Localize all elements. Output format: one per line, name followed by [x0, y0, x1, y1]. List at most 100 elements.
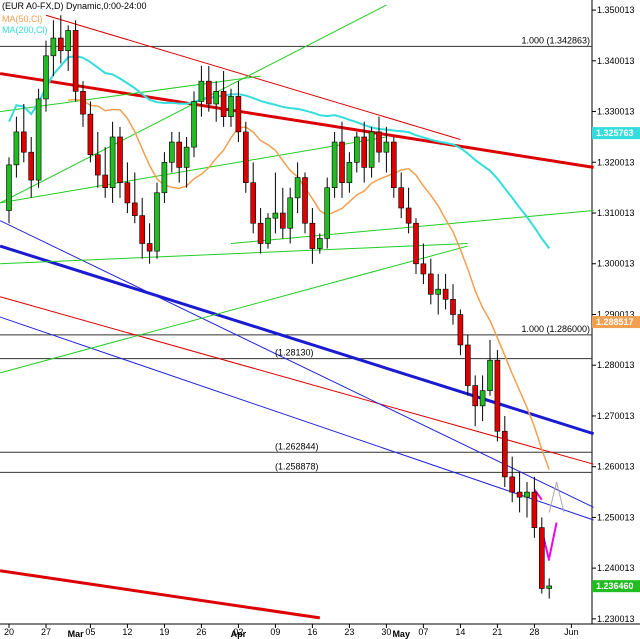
pattern-line [548, 522, 558, 559]
x-month-label: Mar [68, 629, 85, 639]
candle-body [346, 162, 353, 183]
y-tick-label: 1.250013 [597, 512, 635, 522]
candle-body [191, 101, 197, 148]
x-tick-label: 16 [307, 627, 317, 637]
trend-line-green [0, 136, 387, 204]
pattern-line [548, 481, 558, 513]
candle-body [376, 131, 382, 153]
candle-body [65, 30, 71, 52]
y-tick-label: 1.290013 [597, 309, 635, 319]
candle-body [13, 131, 20, 166]
candle-body [450, 299, 456, 315]
candle-body [294, 177, 301, 199]
candle-body [361, 136, 368, 168]
candle-body [487, 359, 493, 391]
candle-body [265, 217, 271, 244]
candle-body [243, 131, 249, 183]
x-tick-label: 20 [4, 627, 14, 637]
grid [0, 0, 640, 625]
trend-line-green [0, 243, 468, 265]
candle-body [331, 141, 338, 189]
x-tick-label: 05 [85, 627, 95, 637]
candle-body [257, 222, 264, 244]
y-tick-label: 1.350013 [597, 5, 635, 15]
x-tick-label: 26 [196, 627, 206, 637]
candle-body [228, 96, 234, 117]
candle-body [420, 263, 427, 275]
level-label: 1.000 (1.286000) [521, 324, 590, 334]
candle-body [80, 91, 86, 115]
candle-body [161, 162, 168, 194]
candles [6, 15, 553, 599]
price-tag [592, 316, 640, 329]
price-tag-label: 1.288517 [596, 317, 634, 327]
candle-body [302, 177, 308, 224]
candle-body [109, 136, 116, 189]
legend-entry: MA(200,Cl) [2, 25, 48, 35]
candle-body [309, 222, 316, 249]
y-tick-label: 1.230013 [597, 614, 635, 624]
price-tag [592, 580, 640, 593]
candle-body [479, 390, 486, 407]
level-label: (1.262844) [275, 441, 319, 451]
y-tick-label: 1.330013 [597, 107, 635, 117]
candle-body [154, 192, 160, 252]
candle-body [220, 91, 227, 117]
candle-body [509, 476, 516, 493]
ma-50-line [68, 98, 550, 470]
x-tick-label: 27 [41, 627, 51, 637]
candle-body [139, 215, 145, 244]
y-tick-label: 1.260013 [597, 462, 635, 472]
candle-body [57, 37, 64, 52]
candle-body [35, 98, 42, 181]
candle-body [398, 187, 405, 209]
x-tick-label: 14 [455, 627, 465, 637]
candle-body [339, 141, 345, 183]
candle-body [72, 30, 79, 92]
candle-body [183, 146, 190, 168]
price-tag [592, 127, 640, 140]
x-tick-label: 07 [418, 627, 428, 637]
candle-body [368, 131, 375, 168]
pattern-line [556, 481, 565, 513]
candle-body [250, 182, 256, 224]
x-tick-label: 21 [492, 627, 502, 637]
trend-line-red-thick [0, 72, 594, 169]
candle-body [146, 243, 153, 252]
level-label: (1.258878) [275, 461, 319, 471]
candle-body [383, 141, 390, 153]
candle-body [390, 141, 397, 189]
candle-body [279, 212, 286, 229]
date-axis: 20 27 05 12 19 26 02 09 16 23 30 07 14 21 28 Jun Mar Apr M… [4, 624, 579, 639]
y-tick-label: 1.240013 [597, 563, 635, 573]
ma-200-line [8, 55, 550, 249]
x-tick-label: 02 [233, 627, 243, 637]
candle-body [427, 273, 434, 295]
candle-body [132, 202, 138, 216]
x-month-label: Apr [231, 629, 247, 639]
x-tick-label: 09 [270, 627, 280, 637]
x-tick-label: Jun [564, 627, 579, 637]
x-tick-label: 28 [529, 627, 539, 637]
candle-body [28, 151, 35, 181]
price-tag-label: 1.325763 [596, 128, 634, 138]
trend-line-blue-thick [0, 244, 595, 436]
candle-body [176, 141, 182, 168]
y-tick-label: 1.340013 [597, 56, 635, 66]
y-tick-label: 1.270013 [597, 411, 635, 421]
candle-body [117, 136, 123, 183]
candle-body [6, 164, 12, 211]
trend-line-red-thick [0, 569, 321, 620]
level-label: (1.28130) [275, 348, 314, 358]
candle-body [435, 288, 442, 295]
trend-line-green [0, 75, 261, 113]
candle-body [501, 430, 508, 478]
chart-title: (EUR A0-FX,D) Dynamic,0:00-24:00 [2, 1, 147, 11]
level-label: 1.000 (1.342863) [521, 35, 590, 45]
candle-body [102, 174, 108, 189]
price-axis: 1.350013 1.340013 1.330013 1.320013 1.310013… [592, 5, 640, 624]
candle-body [464, 344, 471, 386]
candle-body [538, 527, 545, 589]
y-tick-label: 1.320013 [597, 157, 635, 167]
